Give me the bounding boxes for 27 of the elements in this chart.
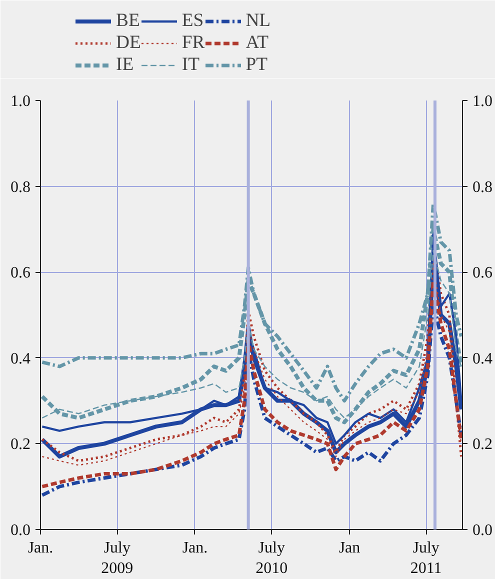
x-tick-label: July 2009	[101, 540, 134, 577]
x-tick-label: Jan.	[182, 540, 208, 556]
y-tick-label: 0.6	[10, 264, 30, 282]
y2-tick-label: 0.0	[472, 522, 492, 539]
legend-label: IE	[116, 54, 135, 76]
legend-label: BE	[116, 10, 140, 32]
y-tick-label: 0.2	[10, 436, 30, 454]
y-tick-label: 0.0	[10, 522, 30, 539]
y2-tick-label: 0.2	[472, 436, 492, 454]
legend-label: PT	[246, 54, 268, 76]
y-tick-label: 0.8	[10, 178, 30, 196]
legend-label: NL	[246, 10, 271, 32]
x-tick-label: Jan.	[28, 540, 54, 556]
legend-label: AT	[246, 32, 269, 54]
legend-label: ES	[182, 10, 204, 32]
legend-label: FR	[182, 32, 205, 54]
y2-tick-label: 0.4	[472, 350, 492, 368]
legend-label: IT	[182, 54, 200, 76]
y2-tick-label: 0.6	[472, 264, 492, 282]
y2-tick-label: 0.8	[472, 178, 492, 196]
y-tick-label: 1.0	[10, 93, 30, 110]
x-tick-label: Jan	[338, 540, 360, 556]
x-tick-label: July 2010	[256, 540, 288, 577]
y2-tick-label: 1.0	[472, 93, 492, 110]
y-tick-label: 0.4	[10, 350, 30, 368]
x-tick-label: July 2011	[410, 540, 442, 577]
legend-label: DE	[116, 32, 141, 54]
